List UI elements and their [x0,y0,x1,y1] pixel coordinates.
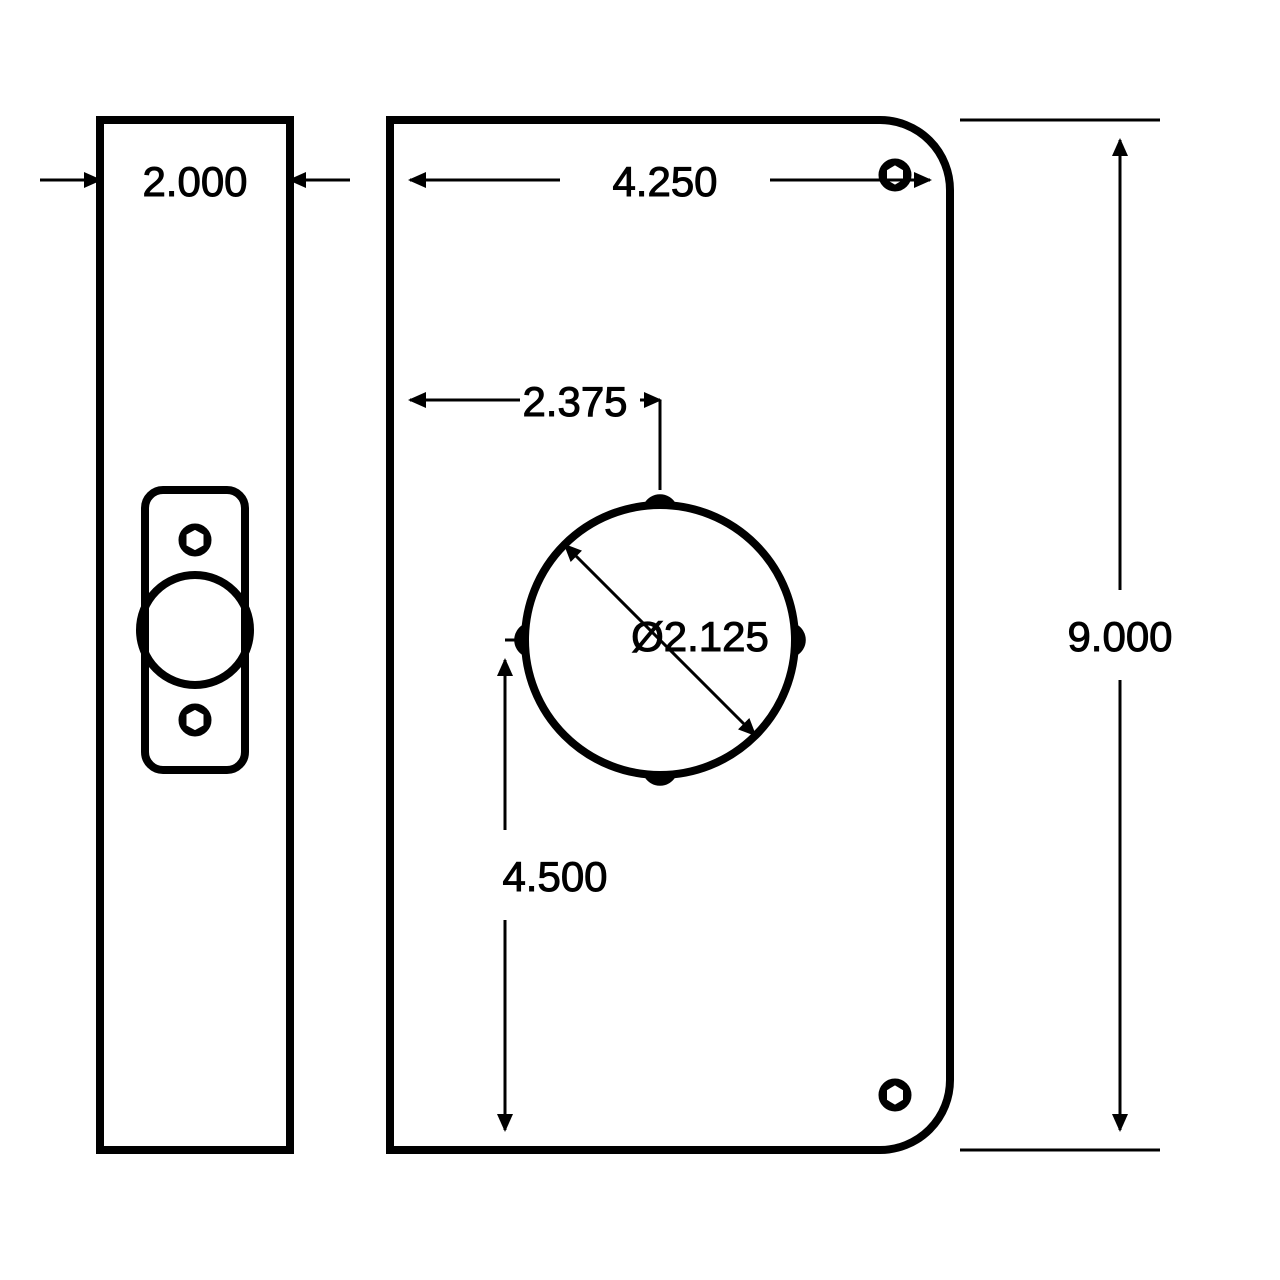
knob-circle [140,575,250,685]
side-plate [100,120,290,1150]
dim-hole-cy-label: 4.500 [502,853,607,900]
dim-hole-cx: 2.375 [410,378,660,490]
dim-hole-cy: 4.500 [390,640,608,1150]
dimensions: 2.000 4.250 2.375 Ø2.125 4.500 [40,120,1173,1150]
dim-side-width-label: 2.000 [142,158,247,205]
mount-screw-bottom [881,1081,909,1109]
dim-front-width: 4.250 [410,158,930,205]
side-view [100,120,290,1150]
dim-total-height: 9.000 [960,120,1173,1150]
dim-front-width-label: 4.250 [612,158,717,205]
latch-screw-bottom [181,706,209,734]
dim-hole-cx-label: 2.375 [522,378,627,425]
engineering-drawing: 2.000 4.250 2.375 Ø2.125 4.500 [0,0,1280,1280]
latch-screw-top [181,526,209,554]
mount-screw-top [881,161,909,189]
dim-side-width: 2.000 [40,158,350,205]
dim-diameter-label: Ø2.125 [631,613,769,660]
dim-diameter: Ø2.125 [565,545,769,735]
dim-total-height-label: 9.000 [1067,613,1172,660]
latch-plate [145,490,245,770]
